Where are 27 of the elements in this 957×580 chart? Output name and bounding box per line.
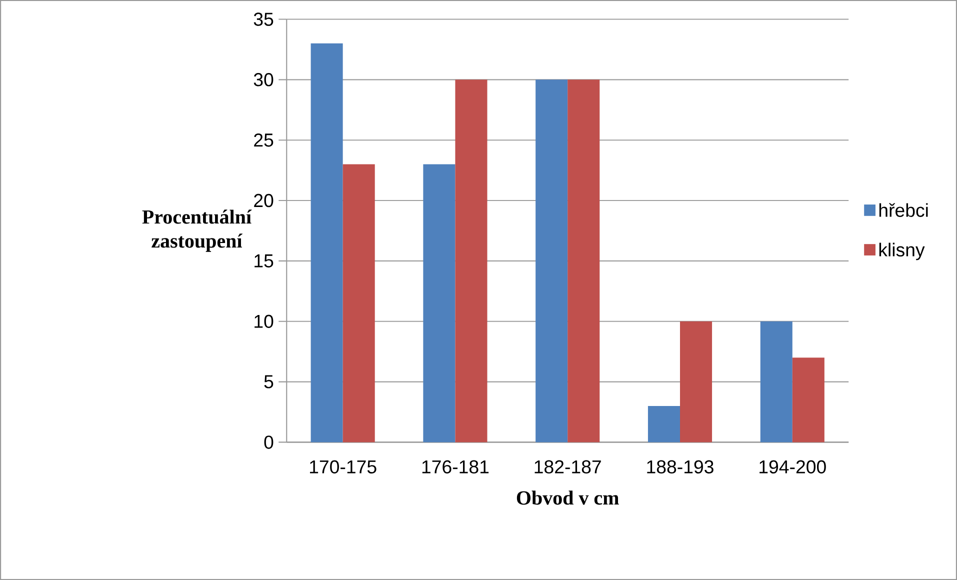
- y-tick-label: 5: [264, 375, 274, 388]
- bar: [455, 80, 488, 442]
- x-tick-label: 182-187: [534, 460, 601, 474]
- y-tick-label: 10: [254, 314, 274, 328]
- x-tick-label: 170-175: [310, 460, 376, 474]
- bar: [680, 321, 712, 442]
- y-tick-label: 25: [254, 133, 274, 147]
- bar: [760, 321, 792, 442]
- y-tick-label: 30: [254, 73, 274, 86]
- x-tick-label: 194-200: [760, 460, 826, 474]
- y-tick-label: 15: [254, 254, 274, 268]
- bar: [342, 164, 375, 442]
- y-tick-label: 0: [264, 436, 274, 449]
- x-axis-title: Obvod v cm: [516, 490, 619, 505]
- y-axis-title: Procentuální zastoupení: [142, 210, 252, 252]
- x-tick-label: 176-181: [422, 460, 489, 474]
- bar: [310, 43, 343, 442]
- bar: [792, 358, 824, 442]
- x-tick-label: 188-193: [647, 460, 714, 474]
- legend-label: hřebci: [879, 203, 928, 217]
- bar: [648, 406, 680, 442]
- bar: [536, 80, 568, 442]
- bar: [423, 164, 456, 442]
- legend-label: klisny: [879, 242, 925, 260]
- bar: [568, 80, 600, 442]
- y-tick-label: 20: [254, 194, 274, 208]
- y-tick-label: 35: [254, 12, 274, 26]
